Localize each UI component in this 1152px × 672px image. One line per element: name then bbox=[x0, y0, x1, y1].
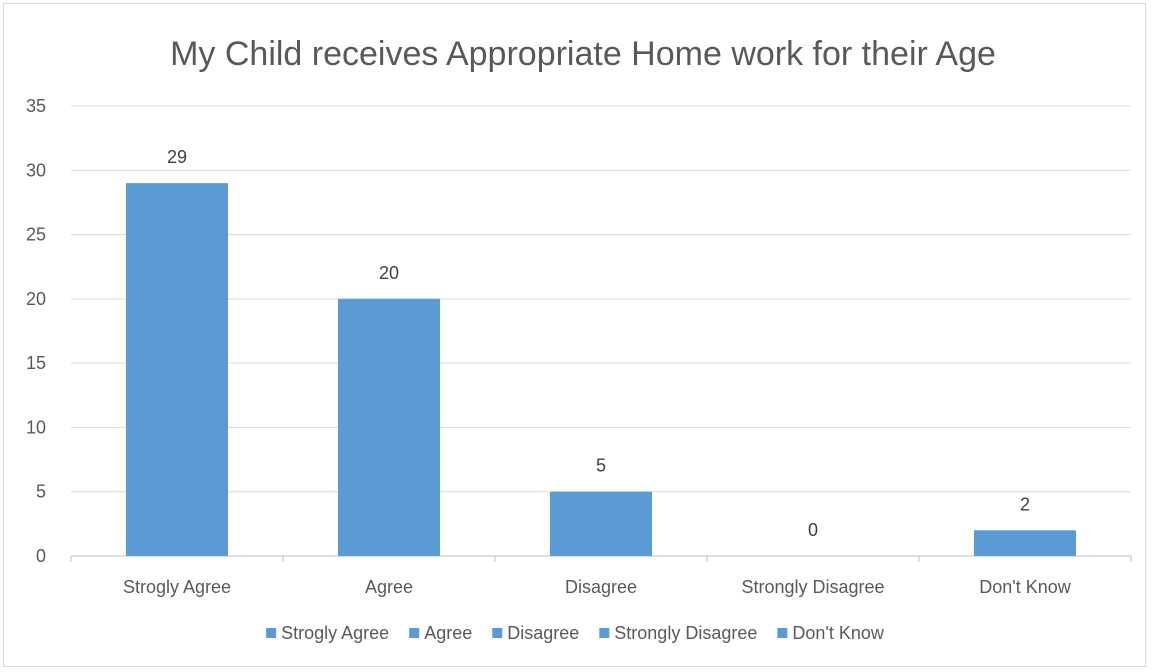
y-axis-ticks: 0 5 10 15 20 25 30 35 bbox=[26, 96, 46, 566]
x-axis-ticks: Strogly Agree Agree Disagree Strongly Disag… bbox=[123, 577, 1072, 597]
y-tick-label: 10 bbox=[26, 417, 46, 437]
bar bbox=[126, 183, 228, 556]
y-tick-label: 30 bbox=[26, 160, 46, 180]
legend-swatch bbox=[266, 628, 277, 638]
y-tick-label: 35 bbox=[26, 96, 46, 116]
data-label: 29 bbox=[167, 147, 187, 167]
legend-item: Disagree bbox=[492, 623, 579, 643]
legend-item: Don't Know bbox=[777, 623, 885, 643]
legend-label: Strogly Agree bbox=[281, 623, 389, 643]
legend-swatch bbox=[777, 628, 788, 638]
data-labels: 29 20 5 0 2 bbox=[167, 147, 1030, 540]
legend-swatch bbox=[599, 628, 610, 638]
legend-label: Strongly Disagree bbox=[614, 623, 757, 643]
bars bbox=[126, 183, 1076, 556]
legend-label: Don't Know bbox=[792, 623, 884, 643]
legend-swatch bbox=[409, 628, 420, 638]
x-tick-label: Disagree bbox=[565, 577, 637, 597]
x-tick-label: Strogly Agree bbox=[123, 577, 231, 597]
y-tick-label: 5 bbox=[36, 482, 46, 502]
gridlines bbox=[70, 105, 1132, 562]
y-tick-label: 0 bbox=[36, 546, 46, 566]
legend-item: Strongly Disagree bbox=[599, 623, 757, 643]
legend: Strogly Agree Agree Disagree Strongly Disag… bbox=[266, 623, 885, 643]
legend-label: Disagree bbox=[507, 623, 579, 643]
legend-item: Strogly Agree bbox=[266, 623, 389, 643]
legend-swatch bbox=[492, 628, 503, 638]
chart-title: My Child receives Appropriate Home work … bbox=[170, 35, 996, 73]
x-tick-label: Don't Know bbox=[979, 577, 1071, 597]
x-tick-label: Strongly Disagree bbox=[741, 577, 884, 597]
data-label: 20 bbox=[379, 263, 399, 283]
legend-item: Agree bbox=[409, 623, 472, 643]
bar bbox=[974, 530, 1076, 556]
data-label: 2 bbox=[1020, 494, 1030, 514]
y-tick-label: 25 bbox=[26, 225, 46, 245]
data-label: 0 bbox=[808, 520, 818, 540]
y-tick-label: 15 bbox=[26, 353, 46, 373]
y-tick-label: 20 bbox=[26, 289, 46, 309]
bar bbox=[338, 298, 440, 556]
bar bbox=[550, 491, 652, 556]
legend-label: Agree bbox=[424, 623, 472, 643]
data-label: 5 bbox=[596, 456, 606, 476]
x-tick-label: Agree bbox=[365, 577, 413, 597]
